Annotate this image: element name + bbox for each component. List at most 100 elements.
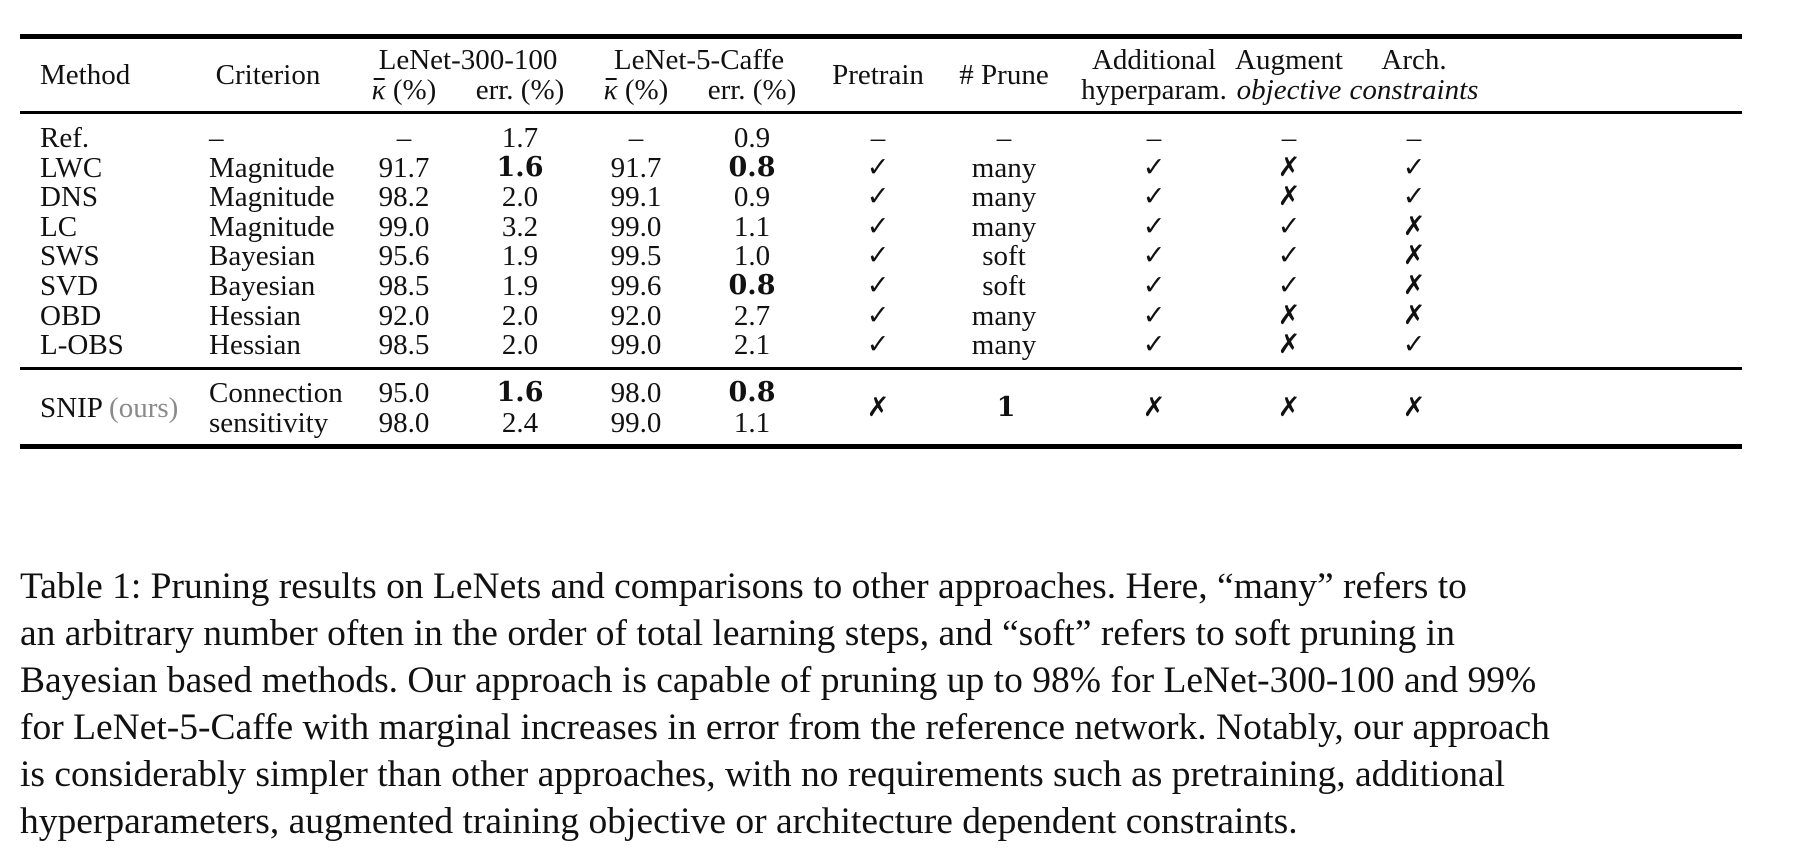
cell-pretrain-check-icon: ✓ — [866, 181, 890, 213]
snip-kappa-300-b: 98.0 — [378, 407, 430, 439]
snip-additional-cross-icon: ✗ — [1142, 392, 1166, 423]
cell-pretrain-check-icon: ✓ — [866, 151, 890, 183]
header-arch: Arch. — [1381, 44, 1447, 76]
snip-method-name: SNIP — [40, 392, 102, 424]
table-bottom-rule — [20, 444, 1742, 449]
cell-kappa-300: 98.5 — [378, 329, 430, 362]
cell-additional-check-icon: ✓ — [1142, 210, 1166, 242]
cell-err-5: 0.9 — [733, 122, 771, 154]
cell-method: SVD — [40, 270, 99, 302]
cell-method: LWC — [40, 151, 103, 184]
cell-kappa-300: 91.7 — [378, 151, 430, 184]
cell-err-300: 2.0 — [501, 329, 539, 362]
cell-pretrain-check-icon: ✓ — [866, 270, 890, 301]
cell-method: DNS — [40, 181, 99, 214]
header-hyperparam: hyperparam. — [1081, 74, 1227, 106]
cell-prune: many — [971, 181, 1037, 214]
cell-augment-cross-icon: ✗ — [1277, 151, 1301, 183]
header-kappa-5: κ (%) — [604, 73, 669, 107]
cell-criterion: Magnitude — [209, 181, 335, 214]
cell-prune: many — [971, 151, 1037, 184]
snip-method: SNIP (ours) — [40, 391, 178, 425]
cell-augment-check-icon: ✓ — [1277, 270, 1301, 301]
cell-kappa-5: 99.0 — [610, 329, 662, 362]
snip-criterion-line1: Connection — [209, 377, 343, 409]
cell-pretrain: – — [870, 122, 886, 154]
cell-arch-cross-icon: ✗ — [1402, 240, 1426, 272]
cell-kappa-300: – — [396, 122, 412, 154]
header-constraints: constraints — [1349, 74, 1479, 106]
cell-arch-check-icon: ✓ — [1402, 329, 1426, 361]
snip-prune-count: 1 — [996, 392, 1016, 423]
cell-method: OBD — [40, 299, 102, 332]
header-objective: objective — [1236, 74, 1342, 106]
cell-criterion: Magnitude — [209, 151, 335, 184]
snip-pretrain-cross-icon: ✗ — [866, 392, 890, 423]
cell-err-300: 1.7 — [501, 122, 539, 154]
cell-augment-check-icon: ✓ — [1277, 210, 1301, 242]
snip-err-300-a: 1.6 — [496, 377, 544, 408]
table-caption: Table 1: Pruning results on LeNets and c… — [20, 563, 1742, 845]
cell-pretrain-check-icon: ✓ — [866, 240, 890, 272]
cell-arch-cross-icon: ✗ — [1402, 299, 1426, 331]
snip-err-5-b: 1.1 — [733, 407, 771, 439]
header-augment: Augment — [1235, 44, 1343, 76]
cell-criterion: Hessian — [209, 329, 301, 362]
snip-criterion-line2: sensitivity — [209, 407, 329, 439]
cell-err-300: 1.6 — [496, 151, 544, 183]
header-err-5: err. (%) — [707, 74, 797, 106]
snip-method-suffix: (ours) — [109, 392, 179, 424]
cell-kappa-5: 91.7 — [610, 151, 662, 184]
cell-criterion: Hessian — [209, 299, 301, 332]
cell-prune: many — [971, 299, 1037, 332]
cell-arch-cross-icon: ✗ — [1402, 270, 1426, 301]
cell-kappa-300: 99.0 — [378, 210, 430, 243]
kappa-bar-symbol: κ — [371, 74, 386, 106]
caption-line-4: for LeNet-5-Caffe with marginal increase… — [20, 707, 1550, 748]
caption-line-1: Table 1: Pruning results on LeNets and c… — [20, 566, 1467, 607]
cell-err-300: 1.9 — [501, 240, 539, 273]
cell-err-5: 0.9 — [733, 181, 771, 214]
cell-additional-check-icon: ✓ — [1142, 299, 1166, 331]
cell-kappa-5: – — [628, 122, 644, 154]
cell-err-300: 2.0 — [501, 299, 539, 332]
cell-err-5: 1.0 — [733, 240, 771, 273]
cell-err-300: 1.9 — [501, 270, 539, 302]
cell-criterion: – — [209, 122, 224, 154]
caption-line-6: hyperparameters, augmented training obje… — [20, 801, 1298, 842]
cell-err-5: 2.7 — [733, 299, 771, 332]
cell-arch: – — [1406, 122, 1422, 154]
header-lenet-300-100: LeNet-300-100 — [378, 44, 558, 76]
cell-kappa-5: 99.0 — [610, 210, 662, 243]
snip-kappa-300-a: 95.0 — [378, 377, 430, 409]
cell-augment-cross-icon: ✗ — [1277, 299, 1301, 331]
cell-augment: – — [1281, 122, 1297, 154]
cell-kappa-5: 99.5 — [610, 240, 662, 273]
cell-criterion: Bayesian — [209, 270, 316, 302]
cell-augment-check-icon: ✓ — [1277, 240, 1301, 272]
snip-kappa-5-b: 99.0 — [610, 407, 662, 439]
header-lenet-5-caffe: LeNet-5-Caffe — [613, 44, 785, 76]
cell-prune: many — [971, 210, 1037, 243]
kappa-unit: (%) — [617, 74, 669, 106]
snip-augment-cross-icon: ✗ — [1277, 392, 1301, 423]
header-method: Method — [40, 59, 131, 91]
cell-err-300: 2.0 — [501, 181, 539, 214]
header-pretrain: Pretrain — [832, 59, 924, 91]
cell-err-300: 3.2 — [501, 210, 539, 243]
cell-prune: – — [996, 122, 1012, 154]
cell-err-5: 1.1 — [733, 210, 771, 243]
cell-additional: – — [1146, 122, 1162, 154]
cell-additional-check-icon: ✓ — [1142, 181, 1166, 213]
header-additional: Additional — [1091, 44, 1217, 76]
table-top-rule — [20, 34, 1742, 39]
header-kappa-300: κ (%) — [372, 73, 437, 107]
cell-err-5: 0.8 — [728, 270, 776, 301]
cell-criterion: Magnitude — [209, 210, 335, 243]
table-header-rule — [20, 111, 1742, 114]
cell-augment-cross-icon: ✗ — [1277, 181, 1301, 213]
cell-method: Ref. — [40, 122, 90, 154]
kappa-bar-symbol: κ — [603, 74, 618, 106]
kappa-unit: (%) — [385, 74, 437, 106]
